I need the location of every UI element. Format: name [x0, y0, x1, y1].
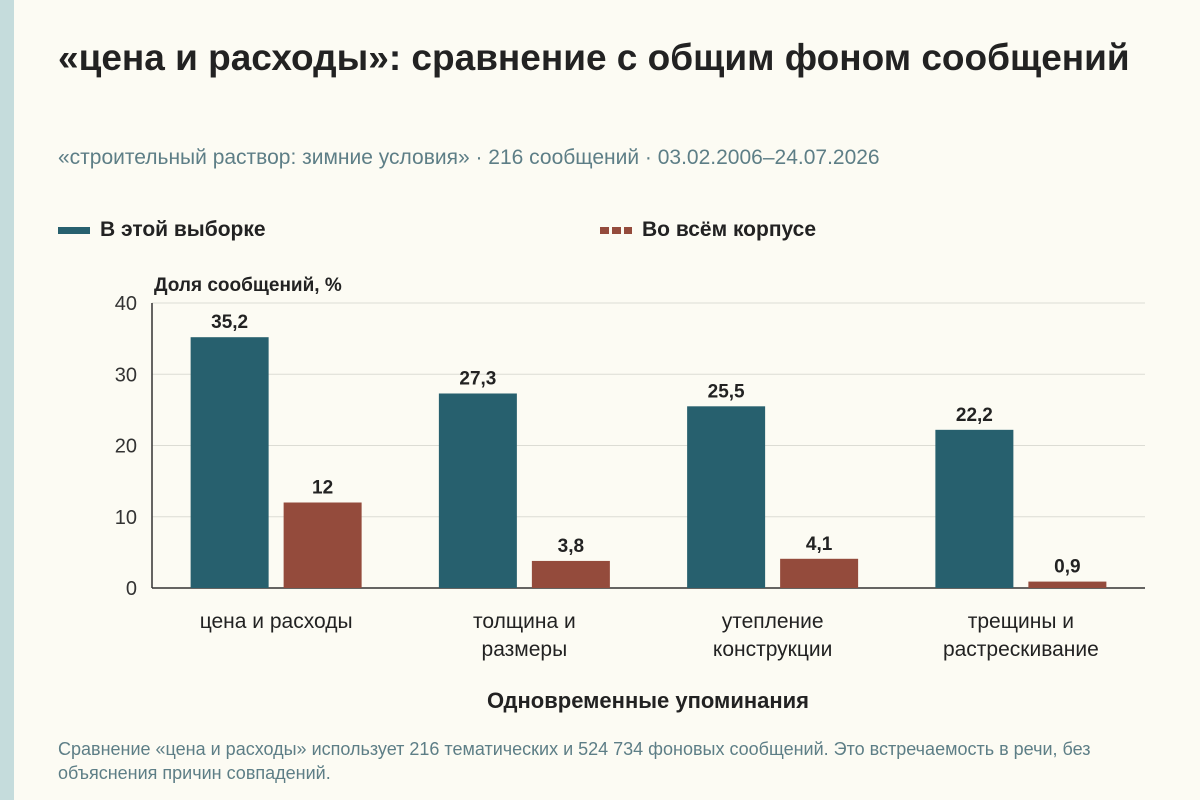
x-tick-label: конструкции [713, 638, 832, 661]
bar-sample [438, 393, 517, 588]
x-tick-label: толщина и [473, 610, 576, 633]
legend-label-sample: В этой выборке [100, 218, 266, 241]
chart-title: «цена и расходы»: сравнение с общим фоно… [58, 37, 1130, 78]
y-axis-label: Доля сообщений, % [154, 275, 342, 296]
x-tick-label: трещины и [968, 610, 1074, 633]
legend-label-corpus: Во всём корпусе [642, 218, 817, 241]
legend-swatch-sample [58, 226, 90, 234]
bar-value-label: 12 [312, 478, 333, 499]
bar-sample [190, 337, 269, 588]
x-tick-label: цена и расходы [200, 610, 353, 633]
bar-value-label: 35,2 [211, 312, 248, 333]
bar-sample [687, 406, 766, 588]
left-accent-bar [0, 0, 14, 800]
y-tick-label: 20 [115, 436, 137, 458]
legend-swatch-corpus [600, 226, 632, 234]
footnote: Сравнение «цена и расходы» использует 21… [58, 739, 1091, 783]
legend-item-sample: В этой выборке [58, 218, 266, 242]
bar-corpus [531, 560, 610, 588]
y-tick-label: 30 [115, 364, 137, 386]
bar-value-label: 25,5 [708, 381, 745, 402]
legend-item-corpus: Во всём корпусе [600, 218, 816, 242]
bar-corpus [1028, 581, 1107, 588]
y-tick-label: 10 [115, 507, 137, 529]
legend: В этой выборке Во всём корпусе [58, 218, 958, 248]
bar-corpus [780, 558, 859, 588]
bar-corpus [283, 502, 362, 588]
y-tick-label: 40 [115, 293, 137, 315]
bar-value-label: 3,8 [558, 536, 584, 557]
bar-value-label: 22,2 [956, 405, 993, 426]
x-tick-label: утепление [722, 610, 824, 633]
y-tick-label: 0 [126, 578, 137, 600]
x-axis-title: Одновременные упоминания [487, 688, 809, 713]
bar-value-label: 0,9 [1054, 557, 1080, 578]
x-tick-label: размеры [482, 638, 568, 661]
x-tick-label: растрескивание [943, 638, 1099, 661]
bar-value-label: 27,3 [459, 368, 496, 389]
bar-value-label: 4,1 [806, 534, 833, 555]
chart-subtitle: «строительный раствор: зимние условия» ·… [58, 146, 880, 169]
bar-sample [935, 429, 1014, 588]
